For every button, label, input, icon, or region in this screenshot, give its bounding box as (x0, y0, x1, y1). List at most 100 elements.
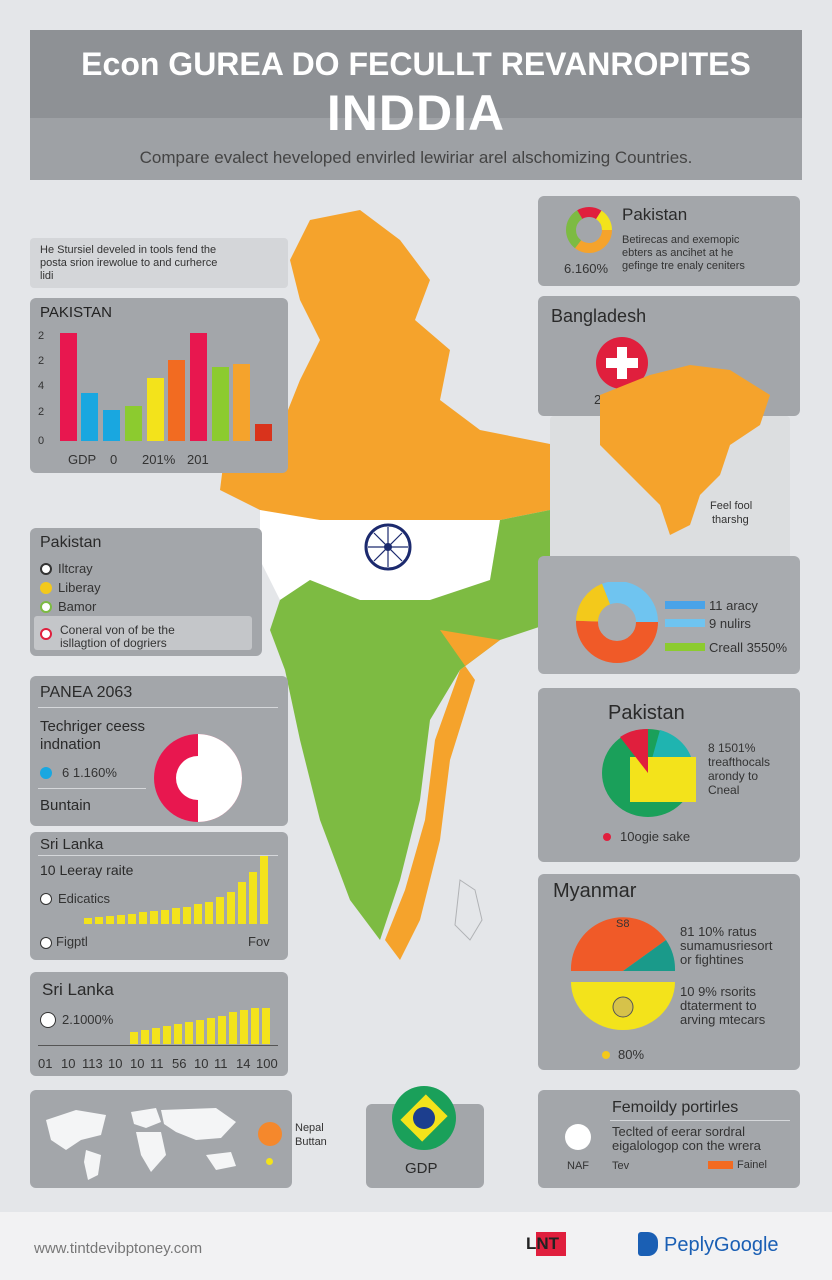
srilanka2-x10: 14 (236, 1056, 251, 1071)
buttan-marker (266, 1158, 273, 1165)
srilanka2-x5: 10 (130, 1056, 145, 1071)
srilanka2-axis (38, 1045, 278, 1046)
srilanka2-x9: 11 (214, 1056, 228, 1071)
myanmar-legend: 80% (618, 1047, 645, 1062)
family-line2: eigalologop con the wrera (612, 1138, 761, 1153)
pakistan-top-title: Pakistan (622, 205, 688, 224)
panea-title: PANEA 2063 (40, 684, 133, 701)
brazil-flag-icon (392, 1086, 456, 1150)
family-legend-bar (708, 1161, 733, 1169)
ring-seg-green (566, 207, 612, 253)
myanmar-seg-orange (570, 917, 666, 971)
srilanka2-x8: 10 (194, 1056, 209, 1071)
bar-7 (190, 333, 207, 441)
myanmar-line1: 81 10% ratus (680, 924, 757, 939)
africa-shape (136, 1132, 166, 1172)
bangladesh-note1: Feel fool (710, 500, 753, 512)
family-label1: NAF (567, 1160, 589, 1172)
x-label-gdp: GDP (68, 452, 97, 467)
bar-9 (233, 364, 250, 441)
srilanka2-x4: 10 (108, 1056, 123, 1071)
south-america-shape (84, 1150, 101, 1180)
srilanka2-x11: 100 (256, 1056, 278, 1071)
pakistan-pie-legend: 10ogie sake (620, 829, 691, 844)
nepal-label: Nepal (295, 1122, 324, 1134)
legend-dot-green (40, 601, 52, 613)
srilanka2-title: Sri Lanka (42, 980, 114, 999)
srilanka2-x2: 10 (61, 1056, 76, 1071)
donut-legend-3: Creall 3550% (709, 640, 788, 655)
northeast-map-overlay (600, 365, 770, 535)
y-tick-3: 4 (38, 380, 45, 392)
panea-dot (40, 767, 52, 779)
pakistan-top-desc1: Betirecas and exemopic (622, 234, 740, 246)
bar-10 (255, 424, 272, 441)
myanmar-line3: or fightines (680, 952, 744, 967)
myanmar-pie-chart (570, 917, 676, 1030)
pakistan-pie-line1: 8 1501% (708, 741, 756, 755)
north-america-shape (46, 1110, 106, 1150)
lnt-logo-text: LNT (526, 1234, 560, 1253)
panea-value: 6 1.160% (62, 765, 117, 780)
bar-2 (81, 393, 98, 441)
srilanka2-x3: 113 (82, 1056, 103, 1071)
donut-legend-bar-1 (665, 601, 705, 609)
myanmar-line6: arving mtecars (680, 1012, 766, 1027)
pakistan-legend-note2: isllagtion of dogriers (60, 636, 167, 650)
bar-3 (103, 410, 120, 441)
chakra-spokes (368, 527, 408, 567)
legend-dot-red (40, 628, 52, 640)
paypal-p-icon (638, 1232, 658, 1256)
srilanka1-title: Sri Lanka (40, 836, 104, 853)
panea-label: Buntain (40, 797, 91, 814)
intro-note-line3: lidi (40, 270, 54, 282)
paypal-logo-text: PeplyGoogle (664, 1234, 779, 1256)
intro-note-panel (30, 238, 288, 288)
main-title: Econ GUREA DO FECULLT REVANROPITES (81, 46, 751, 82)
legend-dot-yellow (40, 582, 52, 594)
bar-6 (168, 360, 185, 441)
bangladesh-title: Bangladesh (551, 306, 647, 326)
y-tick-2: 2 (38, 355, 45, 367)
panea-divider-2 (38, 788, 146, 789)
srilanka1-left-icon (40, 937, 52, 949)
legend-dot-white (40, 563, 52, 575)
legend-item-1: Iltcray (58, 561, 93, 576)
x-label-0: 0 (110, 452, 118, 467)
legend-item-2: Liberay (58, 580, 101, 595)
myanmar-coin-icon (612, 996, 634, 1018)
gdp-label: GDP (405, 1160, 438, 1177)
sri-lanka-outline (454, 879, 483, 941)
myanmar-panel (538, 874, 800, 1070)
pakistan-ring-chart (566, 207, 612, 253)
donut-seg-blue (576, 582, 658, 663)
srilanka2-bars (130, 1008, 270, 1044)
india-map (220, 210, 610, 960)
pakistan-pie-legend-dot (603, 833, 611, 841)
panea-divider (38, 707, 278, 708)
pakistan-top-value: 6.160% (564, 261, 609, 276)
myanmar-line4: 10 9% rsorits (680, 984, 756, 999)
srilanka1-line1: 10 Leeray raite (40, 862, 134, 878)
family-label2: Tev (612, 1160, 630, 1172)
myanmar-center-label: S8 (616, 918, 630, 930)
bar-1 (60, 333, 77, 441)
srilanka2-icon (40, 1012, 56, 1028)
world-map (46, 1108, 236, 1180)
y-tick-4: 2 (38, 406, 45, 418)
panea-donut-hole (176, 756, 220, 800)
srilanka1-line2: Edicatics (58, 891, 111, 906)
pakistan-pie-line3: arondy to (708, 769, 759, 783)
legend-item-3: Bamor (58, 599, 97, 614)
panea-line2: indnation (40, 736, 101, 753)
family-label3: Fainel (737, 1159, 767, 1171)
footer-url[interactable]: www.tintdevibptoney.com (34, 1240, 203, 1257)
pakistan-pie-line2: treafthocals (708, 755, 771, 769)
family-line1: Teclted of eerar sordral (612, 1124, 745, 1139)
lnt-logo: LNT (526, 1232, 596, 1256)
srilanka1-divider (38, 855, 278, 856)
bar-4 (125, 406, 142, 441)
nepal-marker (258, 1122, 282, 1146)
ring-seg-yellow (566, 207, 612, 253)
pakistan-bar-title: PAKISTAN (40, 304, 112, 321)
